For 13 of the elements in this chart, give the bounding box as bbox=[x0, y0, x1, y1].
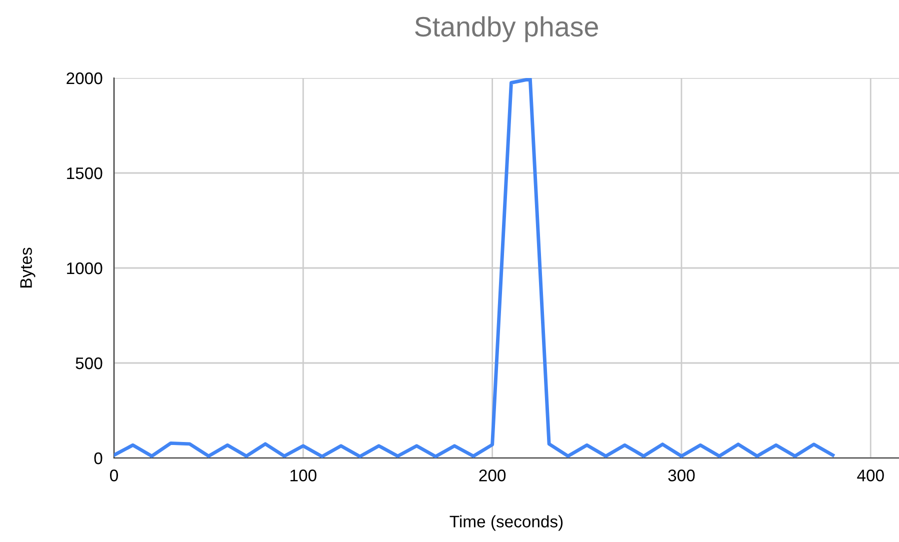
y-tick-label: 2000 bbox=[66, 72, 102, 84]
x-tick-label: 400 bbox=[857, 470, 884, 482]
y-tick-label: 0 bbox=[94, 452, 102, 464]
x-tick-label: 100 bbox=[290, 470, 316, 482]
x-tick-label: 300 bbox=[668, 470, 695, 482]
x-tick-label: 0 bbox=[110, 470, 118, 482]
y-tick-label: 500 bbox=[76, 357, 102, 370]
x-tick-label: 200 bbox=[479, 470, 506, 482]
y-axis-title: Bytes bbox=[20, 248, 36, 288]
x-axis-title: Time (seconds) bbox=[450, 515, 563, 531]
chart-title: Standby phase bbox=[415, 16, 598, 42]
y-tick-label: 1500 bbox=[67, 167, 102, 180]
y-tick-label: 1000 bbox=[67, 262, 102, 274]
